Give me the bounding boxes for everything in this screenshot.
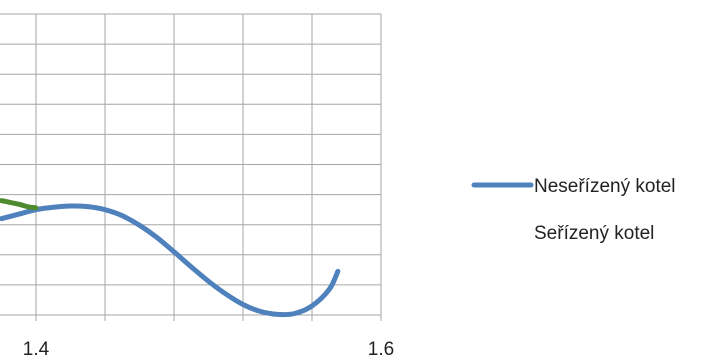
series-line-0: [0, 203, 341, 318]
legend-item-serizeny: Seřízený kotel: [471, 223, 654, 244]
x-axis: 1.4 1.6: [23, 339, 394, 359]
x-tick-label: 1.4: [23, 339, 50, 359]
legend-item-neserizeny: Neseřízený kotel: [471, 176, 676, 197]
legend-label: Seřízený kotel: [534, 223, 654, 244]
x-tick-label: 1.6: [368, 339, 394, 359]
series-lines: [0, 198, 341, 318]
legend-label: Neseřízený kotel: [534, 176, 676, 197]
legend: Neseřízený kotel Seřízený kotel: [471, 176, 676, 244]
series-line-1: [0, 198, 39, 211]
grid: [0, 13, 382, 321]
